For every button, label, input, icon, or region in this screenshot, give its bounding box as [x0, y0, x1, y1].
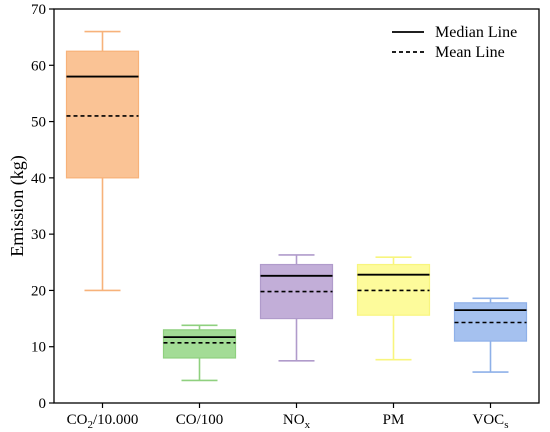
box-group-3 — [259, 254, 334, 362]
legend-item-mean: Mean Line — [392, 44, 505, 61]
legend: Median Line Mean Line — [392, 24, 517, 61]
y-tick-label: 30 — [31, 227, 46, 243]
x-tick-label: CO2/10.000 — [67, 412, 139, 431]
x-tick-label: CO/100 — [176, 412, 224, 428]
x-tick-label: PM — [383, 412, 405, 428]
box-group-5 — [453, 297, 528, 373]
legend-item-median: Median Line — [392, 24, 517, 41]
y-tick-label: 0 — [39, 396, 47, 412]
boxes-layer — [65, 30, 528, 382]
legend-label: Median Line — [435, 24, 517, 41]
legend-label: Mean Line — [435, 44, 505, 61]
y-tick-label: 60 — [31, 58, 46, 74]
y-tick-label: 20 — [31, 283, 46, 299]
box-iqr — [162, 329, 237, 359]
x-tick-label: NOx — [283, 412, 311, 431]
box-iqr — [65, 50, 140, 179]
axes-layer: 0 10 20 30 40 50 60 70 CO2/10.000 CO/100 NOx PM VOCs… — [7, 2, 540, 431]
box-group-1 — [65, 30, 140, 292]
y-tick-label: 40 — [31, 171, 46, 187]
y-tick-label: 10 — [31, 340, 46, 356]
box-group-4 — [356, 256, 431, 361]
x-tick-label: VOCs — [473, 412, 509, 431]
box-group-2 — [162, 324, 237, 382]
y-axis-title: Emission (kg) — [7, 155, 28, 257]
y-tick-label: 50 — [31, 115, 46, 131]
y-tick-label: 70 — [31, 2, 46, 18]
